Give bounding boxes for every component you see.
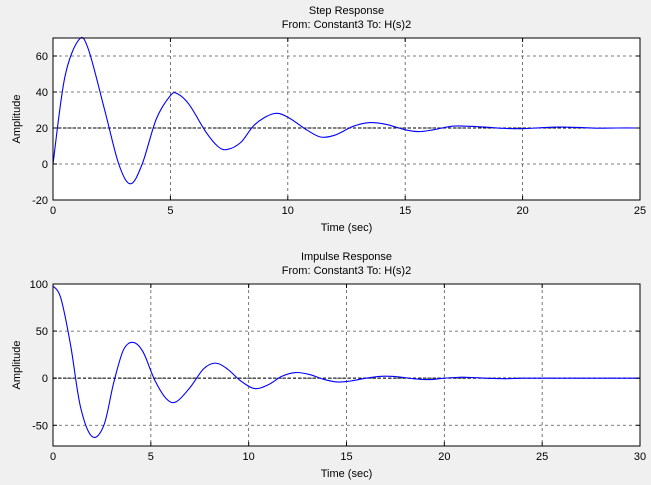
x-tick-label: 10 bbox=[243, 451, 255, 463]
y-tick-label: 100 bbox=[30, 279, 48, 291]
series-line-0 bbox=[52, 36, 641, 185]
x-tick-label: 30 bbox=[634, 451, 646, 463]
y-axis-label: Amplitude bbox=[11, 95, 23, 144]
x-tick-label: 25 bbox=[634, 205, 646, 217]
x-tick-label: 15 bbox=[340, 451, 352, 463]
x-tick-label: 10 bbox=[282, 205, 294, 217]
x-tick-label: 5 bbox=[148, 451, 154, 463]
x-tick-label: 25 bbox=[536, 451, 548, 463]
plot-area bbox=[53, 38, 640, 200]
x-tick-label: 0 bbox=[50, 451, 56, 463]
y-tick-label: 0 bbox=[42, 159, 48, 171]
x-tick-label: 20 bbox=[438, 451, 450, 463]
x-axis-label: Time (sec) bbox=[321, 468, 373, 480]
x-axis-label: Time (sec) bbox=[321, 222, 373, 234]
plot-subtitle: From: Constant3 To: H(s)2 bbox=[282, 265, 411, 277]
x-tick-label: 15 bbox=[399, 205, 411, 217]
plot-title: Step Response bbox=[309, 5, 384, 17]
y-tick-label: 50 bbox=[36, 326, 48, 338]
y-tick-label: -20 bbox=[32, 195, 48, 207]
y-tick-label: 0 bbox=[42, 373, 48, 385]
y-axis-label: Amplitude bbox=[11, 341, 23, 390]
x-tick-label: 20 bbox=[516, 205, 528, 217]
y-tick-label: -50 bbox=[32, 420, 48, 432]
y-tick-label: 40 bbox=[36, 87, 48, 99]
subplot-impulse-response: 0 5 10 15 20 25 30 -50 0 50 100 Impulse Response Fro… bbox=[11, 251, 646, 480]
y-tick-label: 60 bbox=[36, 51, 48, 63]
plot-title: Impulse Response bbox=[301, 251, 392, 263]
y-tick-label: 20 bbox=[36, 123, 48, 135]
plot-subtitle: From: Constant3 To: H(s)2 bbox=[282, 19, 411, 31]
x-tick-label: 0 bbox=[50, 205, 56, 217]
series-line-0 bbox=[52, 285, 641, 438]
axes-box bbox=[52, 37, 641, 201]
x-tick-label: 5 bbox=[167, 205, 173, 217]
